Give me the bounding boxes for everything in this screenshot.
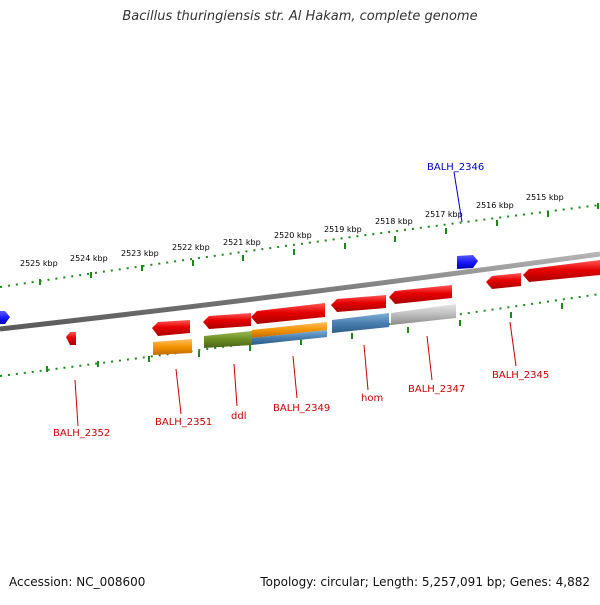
forward-gene-arrow[interactable] <box>0 311 10 324</box>
accession-text: Accession: NC_008600 <box>9 575 146 589</box>
ruler-label: 2520 kbp <box>274 231 312 240</box>
feature-block-gray[interactable] <box>391 304 456 325</box>
forward-gene-arrow[interactable] <box>457 255 478 269</box>
gene-label-balh-2345[interactable]: BALH_2345 <box>492 370 549 381</box>
inner-ruler-arc <box>0 293 600 377</box>
page-title: Bacillus thuringiensis str. Al Hakam, co… <box>122 9 478 24</box>
ruler-label: 2522 kbp <box>172 243 210 252</box>
reverse-gene-arrow[interactable] <box>66 332 76 345</box>
feature-block-steel-lower[interactable] <box>252 330 327 345</box>
gene-label-balh-2352[interactable]: BALH_2352 <box>53 428 110 439</box>
reverse-gene-arrow[interactable] <box>152 320 190 336</box>
reverse-gene-arrow[interactable] <box>251 303 325 324</box>
ruler-label: 2518 kbp <box>375 217 413 226</box>
inner-ruler-ticks <box>46 303 563 372</box>
gene-label-balh-2349[interactable]: BALH_2349 <box>273 403 330 414</box>
ruler-label: 2517 kbp <box>425 210 463 219</box>
reverse-gene-arrow[interactable] <box>389 285 452 304</box>
ruler-label: 2519 kbp <box>324 225 362 234</box>
ruler-label: 2516 kbp <box>476 201 514 210</box>
feature-block-orange[interactable] <box>153 339 192 355</box>
reverse-gene-arrow[interactable] <box>331 295 386 312</box>
reverse-gene-arrow[interactable] <box>523 260 600 282</box>
gene-label-ddl[interactable]: ddl <box>231 411 246 422</box>
genome-summary-text: Topology: circular; Length: 5,257,091 bp… <box>260 575 590 589</box>
feature-block-steel[interactable] <box>332 313 389 333</box>
gene-label-balh-2346[interactable]: BALH_2346 <box>427 162 484 173</box>
reverse-gene-arrow[interactable] <box>486 273 521 289</box>
ruler-label: 2521 kbp <box>223 238 261 247</box>
feature-block-orange-upper[interactable] <box>252 322 327 338</box>
outer-ruler-arc <box>0 204 600 288</box>
ruler-label: 2515 kbp <box>526 193 564 202</box>
outer-ruler-ticks <box>39 203 599 285</box>
gene-label-balh-2347[interactable]: BALH_2347 <box>408 384 465 395</box>
label-leader-lines <box>74 171 517 427</box>
ruler-label: 2524 kbp <box>70 254 108 263</box>
reverse-gene-arrow[interactable] <box>203 313 251 329</box>
feature-block-green[interactable] <box>204 331 252 348</box>
gene-label-balh-2351[interactable]: BALH_2351 <box>155 417 212 428</box>
ruler-label: 2523 kbp <box>121 249 159 258</box>
gene-label-hom[interactable]: hom <box>361 393 383 404</box>
ruler-label: 2525 kbp <box>20 259 58 268</box>
genome-backbone <box>0 251 600 332</box>
